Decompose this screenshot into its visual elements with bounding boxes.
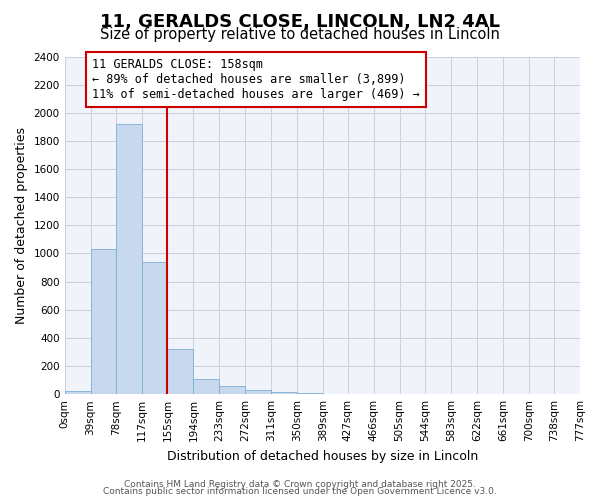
- Bar: [91, 250, 116, 394]
- Text: 11 GERALDS CLOSE: 158sqm
← 89% of detached houses are smaller (3,899)
11% of sem: 11 GERALDS CLOSE: 158sqm ← 89% of detach…: [92, 58, 419, 101]
- Bar: [65, 392, 91, 394]
- Bar: [142, 262, 167, 394]
- Bar: [193, 380, 219, 394]
- Text: Size of property relative to detached houses in Lincoln: Size of property relative to detached ho…: [100, 28, 500, 42]
- Text: 11, GERALDS CLOSE, LINCOLN, LN2 4AL: 11, GERALDS CLOSE, LINCOLN, LN2 4AL: [100, 12, 500, 30]
- Bar: [271, 392, 297, 394]
- Text: Contains public sector information licensed under the Open Government Licence v3: Contains public sector information licen…: [103, 487, 497, 496]
- Bar: [167, 349, 193, 394]
- Bar: [219, 386, 245, 394]
- Y-axis label: Number of detached properties: Number of detached properties: [15, 127, 28, 324]
- Bar: [245, 390, 271, 394]
- Bar: [116, 124, 142, 394]
- Text: Contains HM Land Registry data © Crown copyright and database right 2025.: Contains HM Land Registry data © Crown c…: [124, 480, 476, 489]
- Bar: [297, 393, 323, 394]
- X-axis label: Distribution of detached houses by size in Lincoln: Distribution of detached houses by size …: [167, 450, 478, 462]
